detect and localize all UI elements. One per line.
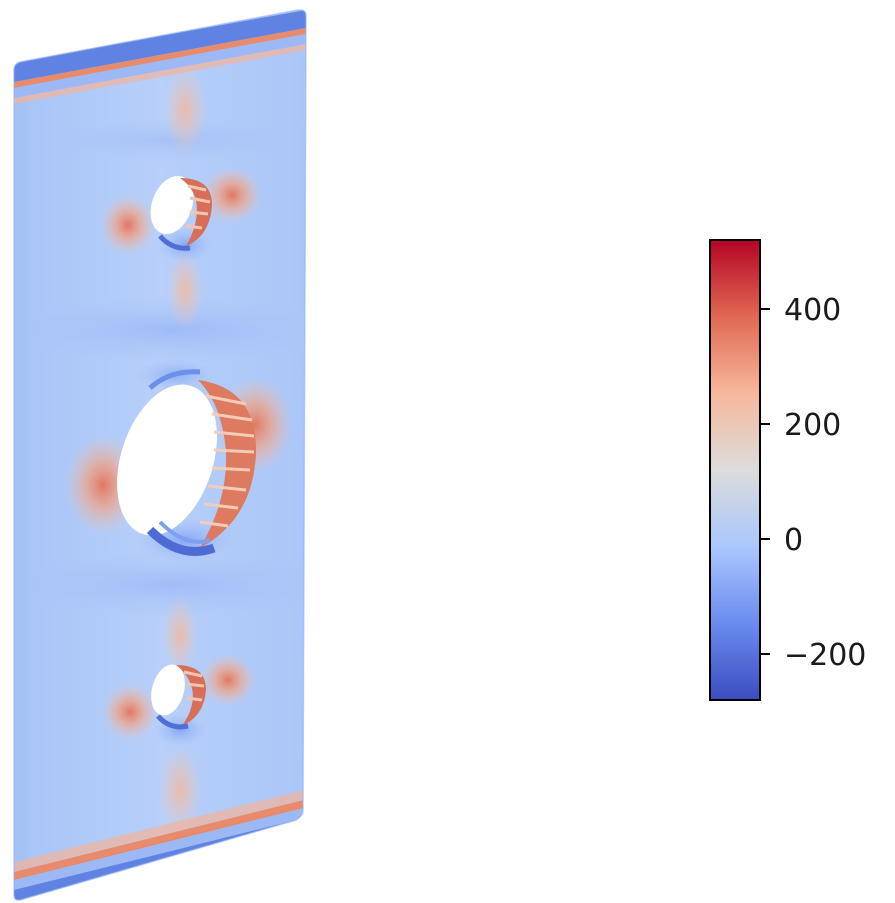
colorbar-ticks: −200 0 200 400 bbox=[760, 293, 866, 673]
middle-hole-wall bbox=[146, 369, 257, 556]
colorbar-tick-label: 200 bbox=[784, 408, 841, 443]
colorbar-gradient bbox=[709, 239, 761, 701]
colorbar-tick-label: −200 bbox=[784, 638, 866, 673]
bottom-hole-wall bbox=[156, 665, 206, 730]
colorbar-tick-label: 0 bbox=[784, 523, 803, 558]
top-hole-wall bbox=[158, 178, 212, 251]
colorbar-tick-label: 400 bbox=[784, 293, 841, 328]
stress-plate bbox=[13, 9, 307, 901]
colorbar: −200 0 200 400 bbox=[709, 239, 866, 701]
